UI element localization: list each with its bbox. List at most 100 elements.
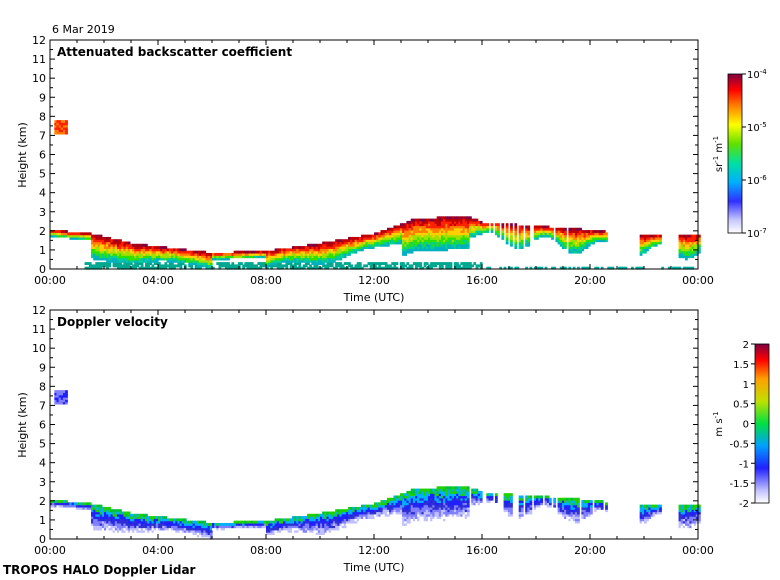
velocity-cell bbox=[464, 502, 468, 506]
backscatter-cell bbox=[466, 264, 470, 268]
velocity-cell bbox=[605, 509, 608, 513]
velocity-cell bbox=[52, 502, 55, 506]
backscatter-cell bbox=[652, 236, 656, 240]
backscatter-cell bbox=[339, 257, 343, 261]
backscatter-cell bbox=[302, 259, 306, 263]
velocity-cell bbox=[417, 493, 420, 497]
backscatter-cell bbox=[95, 243, 99, 247]
velocity-cell bbox=[216, 522, 220, 526]
velocity-cell bbox=[145, 516, 148, 519]
backscatter-cell bbox=[447, 223, 451, 227]
backscatter-cell bbox=[108, 248, 112, 252]
backscatter-cell bbox=[689, 236, 693, 240]
backscatter-cell bbox=[438, 241, 442, 245]
velocity-cell bbox=[423, 493, 427, 497]
backscatter-cell bbox=[356, 243, 360, 247]
velocity-cell bbox=[298, 518, 302, 522]
backscatter-cell bbox=[317, 262, 321, 266]
backscatter-cell bbox=[581, 230, 585, 233]
backscatter-cell bbox=[376, 262, 379, 266]
backscatter-cell bbox=[464, 216, 468, 220]
velocity-cell bbox=[199, 522, 202, 526]
x-tick-label: 00:00 bbox=[682, 274, 714, 287]
backscatter-cell bbox=[227, 262, 230, 266]
backscatter-cell bbox=[417, 239, 420, 243]
backscatter-cell bbox=[419, 227, 423, 231]
backscatter-cell bbox=[644, 243, 647, 247]
backscatter-cell bbox=[419, 241, 423, 245]
velocity-cell bbox=[566, 502, 569, 506]
velocity-cell bbox=[95, 516, 99, 519]
velocity-cell bbox=[412, 504, 416, 508]
backscatter-cell bbox=[425, 239, 429, 243]
velocity-cell bbox=[462, 488, 466, 492]
velocity-cell bbox=[438, 509, 442, 513]
backscatter-cell bbox=[227, 266, 230, 270]
backscatter-cell bbox=[121, 252, 125, 256]
backscatter-cell bbox=[367, 262, 371, 266]
backscatter-cell bbox=[203, 255, 207, 259]
backscatter-cell bbox=[464, 220, 468, 224]
backscatter-cell bbox=[110, 259, 114, 263]
backscatter-cell bbox=[266, 259, 269, 263]
velocity-cell bbox=[423, 502, 427, 506]
backscatter-cell bbox=[196, 255, 200, 259]
backscatter-cell bbox=[451, 223, 455, 227]
backscatter-cell bbox=[110, 239, 114, 243]
backscatter-cell bbox=[164, 252, 168, 256]
backscatter-cell bbox=[363, 241, 366, 245]
backscatter-cell bbox=[695, 236, 699, 240]
backscatter-cell bbox=[222, 252, 226, 256]
backscatter-cell bbox=[475, 227, 479, 231]
velocity-cell bbox=[479, 493, 483, 497]
backscatter-cell bbox=[84, 232, 88, 236]
backscatter-cell bbox=[425, 223, 429, 227]
velocity-cell bbox=[263, 520, 267, 524]
backscatter-cell bbox=[559, 241, 563, 245]
velocity-cell bbox=[687, 513, 690, 517]
velocity-cell bbox=[419, 506, 423, 510]
backscatter-cell bbox=[581, 243, 585, 247]
velocity-cell bbox=[570, 497, 574, 501]
backscatter-cell bbox=[212, 255, 215, 259]
backscatter-cell bbox=[214, 257, 217, 261]
velocity-cell bbox=[475, 488, 479, 492]
backscatter-cell bbox=[466, 232, 470, 236]
backscatter-cell bbox=[393, 239, 397, 243]
backscatter-cell bbox=[399, 225, 403, 229]
backscatter-cell bbox=[408, 230, 412, 233]
backscatter-cell bbox=[440, 220, 444, 224]
backscatter-cell bbox=[555, 232, 559, 236]
velocity-cell bbox=[233, 522, 237, 526]
velocity-cell bbox=[382, 504, 386, 508]
backscatter-cell bbox=[434, 230, 438, 233]
velocity-cell bbox=[445, 500, 449, 503]
backscatter-cell bbox=[224, 264, 228, 268]
backscatter-cell bbox=[127, 250, 131, 254]
velocity-cell bbox=[58, 390, 62, 394]
velocity-cell bbox=[259, 525, 263, 529]
velocity-cell bbox=[376, 513, 379, 517]
backscatter-cell bbox=[106, 266, 109, 270]
velocity-cell bbox=[577, 497, 580, 501]
velocity-cell bbox=[438, 513, 442, 517]
velocity-cell bbox=[412, 513, 416, 517]
backscatter-cell bbox=[384, 230, 388, 233]
backscatter-cell bbox=[434, 262, 438, 266]
velocity-cell bbox=[494, 497, 498, 501]
velocity-cell bbox=[58, 397, 62, 400]
backscatter-cell bbox=[207, 255, 211, 259]
velocity-cell bbox=[471, 488, 474, 492]
backscatter-cell bbox=[227, 252, 230, 256]
backscatter-cell bbox=[199, 255, 202, 259]
backscatter-cell bbox=[466, 220, 470, 224]
backscatter-cell bbox=[116, 264, 120, 268]
backscatter-cell bbox=[224, 262, 228, 266]
velocity-cell bbox=[272, 525, 276, 529]
velocity-cell bbox=[266, 522, 269, 526]
backscatter-cell bbox=[592, 230, 595, 233]
velocity-cell bbox=[291, 525, 295, 529]
velocity-cell bbox=[412, 516, 416, 519]
backscatter-cell bbox=[320, 246, 323, 249]
backscatter-cell bbox=[471, 225, 474, 229]
